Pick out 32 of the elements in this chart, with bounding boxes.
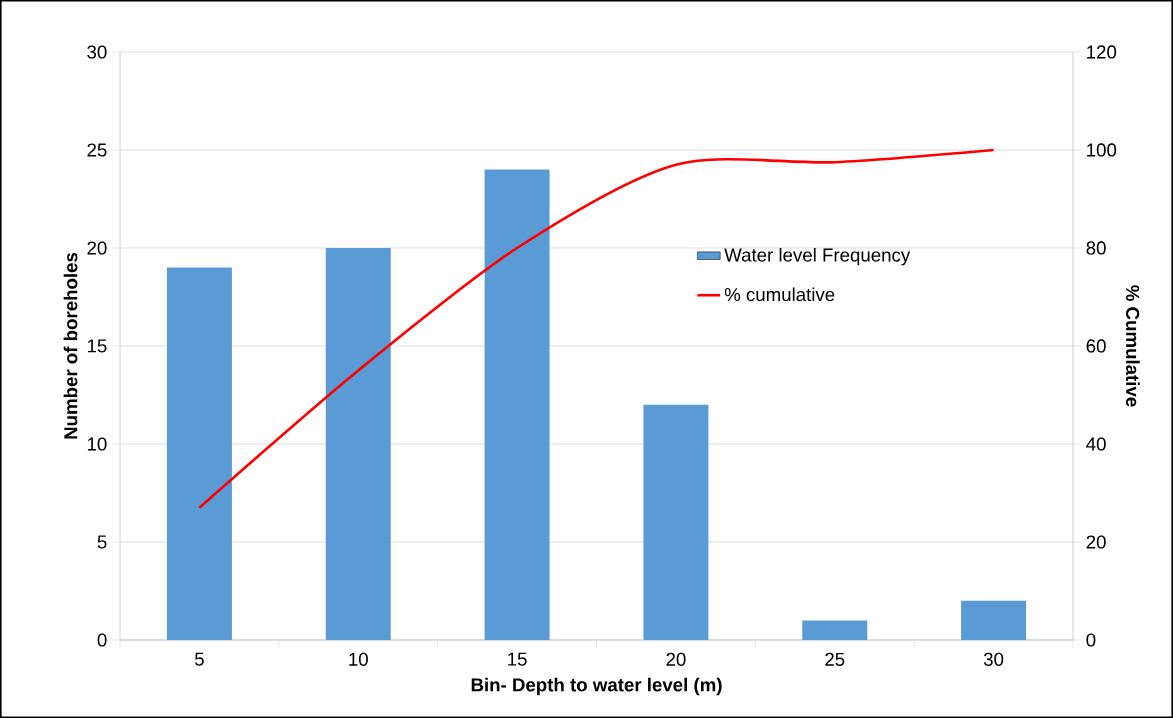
bar (166, 267, 232, 640)
bar (484, 169, 550, 640)
bar (643, 404, 709, 640)
bar (325, 248, 391, 640)
legend-label: Water level Frequency (724, 247, 911, 266)
y2-tick-label: 120 (1087, 45, 1117, 59)
y-tick-label: 5 (97, 535, 107, 549)
y-tick-label: 20 (87, 241, 107, 255)
y-tick-label: 10 (87, 437, 107, 451)
bar (961, 600, 1027, 640)
x-tick-label: 15 (508, 652, 527, 666)
y2-tick-label: 60 (1086, 339, 1106, 353)
x-tick-label: 25 (825, 652, 845, 666)
y2-tick-label: 40 (1086, 437, 1106, 451)
y-tick-label: 25 (87, 143, 107, 157)
x-axis-title: Bin- Depth to water level (m) (471, 677, 722, 696)
y-tick-label: 15 (87, 339, 107, 353)
x-tick-label: 20 (666, 652, 686, 666)
y-axis-title: Number of boreholes (63, 252, 78, 439)
bar (802, 620, 868, 640)
x-tick-label: 10 (349, 652, 368, 666)
y-tick-label: 30 (87, 45, 107, 59)
y2-axis-title: % Cumulative (1126, 285, 1140, 407)
x-tick-label: 5 (194, 652, 204, 666)
y2-tick-label: 100 (1087, 143, 1117, 157)
y2-tick-label: 80 (1086, 241, 1106, 255)
y-tick-label: 0 (97, 633, 107, 647)
legend-label: % cumulative (724, 287, 835, 302)
line-series (198, 148, 995, 510)
x-tick-label: 30 (983, 652, 1004, 666)
y2-tick-label: 20 (1086, 535, 1106, 549)
y2-tick-label: 0 (1086, 633, 1096, 647)
